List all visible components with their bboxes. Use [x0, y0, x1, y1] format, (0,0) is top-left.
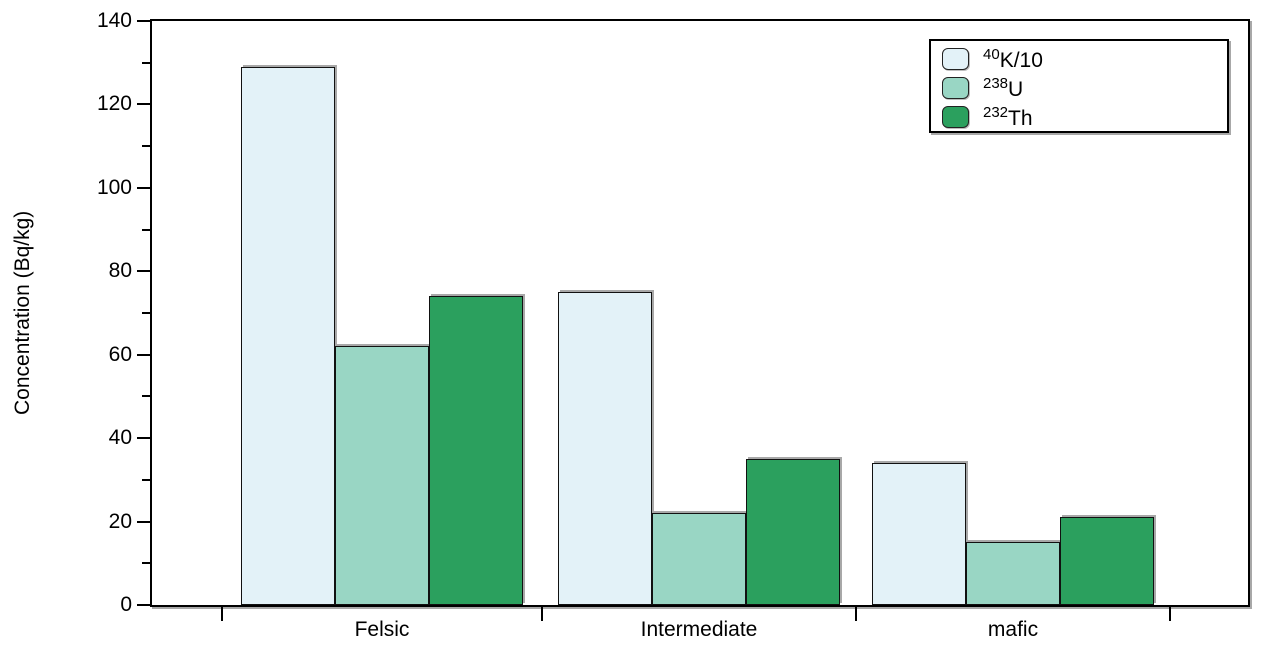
legend-label-232Th-sup: 232	[983, 103, 1009, 121]
plot-area: 40K/10 238U 232Th	[137, 19, 1250, 621]
y-axis-major-tick	[137, 520, 150, 523]
legend-label-238U-sup: 238	[983, 74, 1009, 92]
x-category-label: Intermediate	[640, 618, 758, 641]
legend: 40K/10 238U 232Th	[929, 39, 1229, 133]
x-category-label: Felsic	[354, 618, 410, 641]
bar-40K/10-Felsic	[240, 66, 335, 605]
y-tick-label: 100	[96, 175, 132, 199]
y-tick-label: 0	[120, 593, 132, 616]
legend-label-232Th: 232Th	[983, 105, 1033, 129]
y-tick-label: 60	[108, 342, 132, 366]
x-axis-tick	[541, 605, 543, 621]
bar-232Th-Felsic	[429, 296, 524, 605]
y-tick-label: 20	[108, 509, 132, 533]
y-axis-major-tick	[137, 270, 150, 273]
bar-40K/10-mafic	[871, 463, 966, 605]
x-axis-tick	[855, 605, 857, 621]
y-axis-major-tick	[137, 353, 150, 356]
legend-label-238U: 238U	[983, 76, 1023, 100]
y-tick-label: 120	[96, 92, 132, 116]
y-axis-minor-tick	[142, 478, 150, 481]
y-axis-minor-tick	[142, 562, 150, 565]
y-axis-minor-tick	[142, 228, 150, 231]
x-category-label: mafic	[987, 618, 1039, 641]
y-tick-label: 40	[108, 426, 132, 450]
x-axis-tick	[221, 605, 223, 621]
legend-swatch-40K	[942, 47, 969, 70]
legend-label-40K: 40K/10	[983, 47, 1043, 71]
y-axis-major-tick	[137, 437, 150, 440]
y-axis-minor-tick	[142, 61, 150, 64]
legend-item-40K: 40K/10	[942, 44, 1227, 73]
x-axis-tick	[1169, 605, 1171, 621]
y-axis-major-tick	[137, 20, 150, 22]
y-tick-label: 140	[96, 9, 132, 32]
bar-40K/10-Intermediate	[557, 292, 652, 605]
bar-238U-mafic	[965, 542, 1061, 605]
y-tick-label: 80	[108, 259, 132, 283]
y-axis-major-tick	[137, 604, 150, 606]
legend-label-40K-text: K/10	[999, 48, 1043, 72]
bar-232Th-mafic	[1060, 517, 1155, 605]
legend-label-238U-text: U	[1008, 77, 1024, 101]
legend-item-232Th: 232Th	[942, 102, 1227, 131]
y-axis-minor-tick	[142, 395, 150, 398]
y-axis-minor-tick	[142, 312, 150, 314]
legend-item-238U: 238U	[942, 73, 1227, 102]
legend-label-232Th-text: Th	[1008, 106, 1033, 130]
y-axis-major-tick	[137, 186, 150, 189]
y-axis-minor-tick	[142, 145, 150, 148]
legend-swatch-238U	[942, 76, 969, 99]
bar-238U-Felsic	[334, 346, 430, 605]
legend-label-40K-sup: 40	[983, 45, 1000, 63]
bar-232Th-Intermediate	[746, 459, 841, 605]
y-axis-major-tick	[137, 103, 150, 106]
legend-swatch-232Th	[942, 105, 969, 128]
bar-238U-Intermediate	[651, 513, 747, 605]
